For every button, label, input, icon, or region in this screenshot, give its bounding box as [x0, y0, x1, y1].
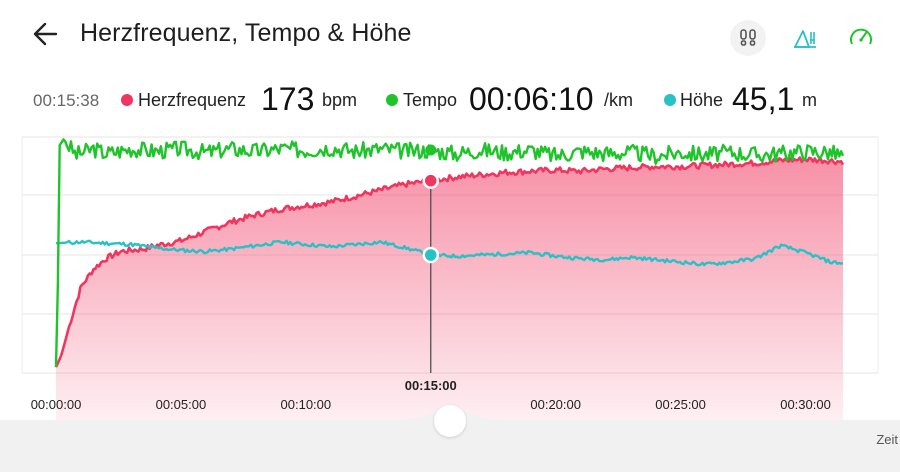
- tempo-value: 00:06:10: [469, 81, 594, 117]
- timeline-scrubber[interactable]: [434, 405, 466, 437]
- app-header: Herzfrequenz, Tempo & Höhe: [0, 0, 900, 70]
- tempo-unit: /km: [604, 90, 633, 110]
- footprints-icon: [740, 29, 756, 46]
- altitude-value: 45,1: [732, 81, 795, 117]
- heart-rate-marker: [422, 172, 440, 189]
- x-tick-label: 00:10:00: [280, 397, 332, 412]
- heart-rate-label: Herzfrequenz: [138, 90, 247, 110]
- heart-rate-unit: bpm: [322, 90, 358, 110]
- steps-button[interactable]: [730, 20, 766, 56]
- chart-svg: [21, 136, 879, 420]
- terrain-button[interactable]: [787, 20, 823, 56]
- heart-rate-area: [56, 157, 843, 420]
- cursor-time: 00:15:38: [33, 91, 100, 110]
- heart-rate-line: [54, 156, 845, 368]
- cursor-time-label: 00:15:00: [404, 378, 457, 393]
- x-tick-label: 00:30:00: [780, 397, 831, 412]
- value-readout: 00:15:38 Herzfrequenz 173 bpm Tempo 00:0…: [0, 78, 900, 122]
- back-button[interactable]: [30, 16, 68, 54]
- altitude-line: [55, 239, 844, 267]
- tempo-label: Tempo: [403, 90, 458, 110]
- x-tick-label: 00:25:00: [655, 397, 706, 412]
- x-tick-label: 00:20:00: [530, 397, 581, 412]
- tempo-dot: [386, 94, 398, 106]
- page-title: Herzfrequenz, Tempo & Höhe: [80, 19, 412, 47]
- x-tick-label: 00:00:00: [30, 397, 82, 412]
- speedometer-icon: [850, 28, 872, 45]
- tempo-line: [54, 138, 845, 368]
- x-axis-label: Zeit: [876, 432, 898, 447]
- heart-rate-dot: [121, 94, 133, 106]
- altitude-label: Höhe: [680, 90, 724, 110]
- tempo-marker: [425, 144, 437, 156]
- terrain-icon: [794, 30, 816, 48]
- altitude-dot: [664, 94, 676, 106]
- x-tick-label: 00:05:00: [155, 397, 207, 412]
- back-arrow-icon: [33, 22, 58, 46]
- altitude-marker: [422, 246, 440, 264]
- speed-button[interactable]: [843, 20, 879, 56]
- altitude-unit: m: [802, 90, 817, 110]
- heart-rate-value: 173: [261, 81, 315, 117]
